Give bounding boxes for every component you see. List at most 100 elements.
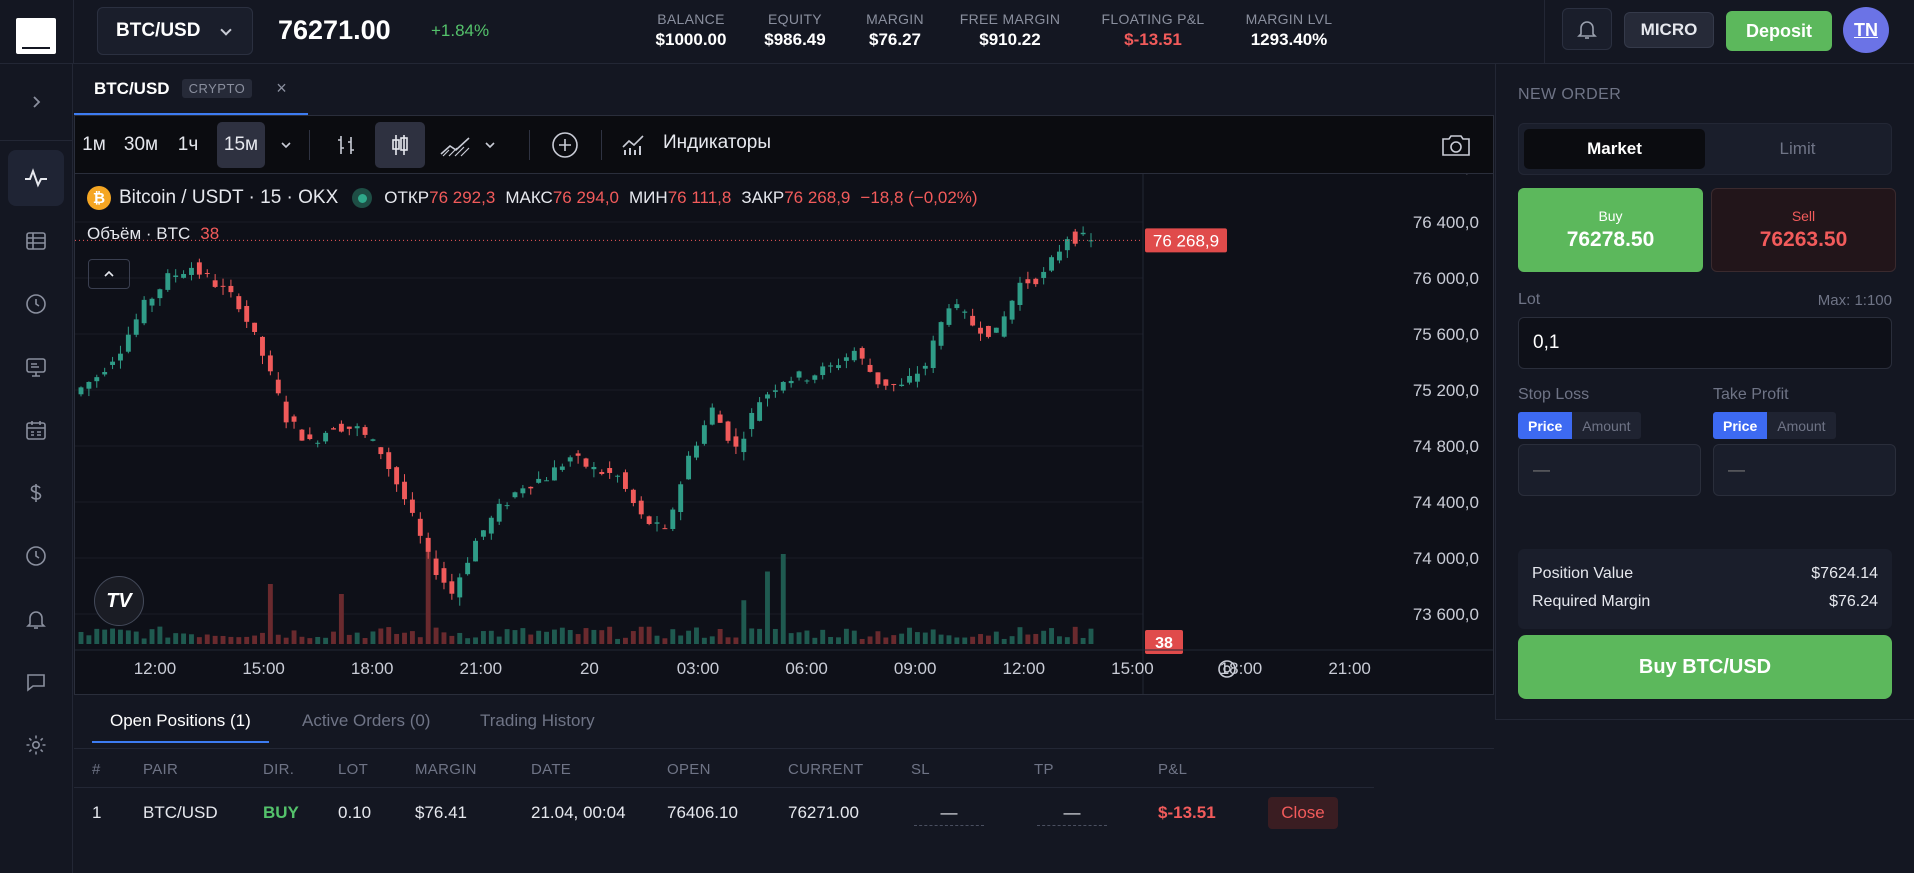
sidebar-expand-button[interactable] <box>8 74 64 130</box>
row-take-profit[interactable]: — <box>1037 803 1107 826</box>
divider <box>0 140 73 141</box>
close-position-button[interactable]: Close <box>1268 797 1338 829</box>
axis-settings-icon[interactable] <box>1218 660 1236 678</box>
limit-mode-button[interactable]: Limit <box>1779 139 1816 158</box>
close-tab-icon[interactable]: × <box>276 78 287 98</box>
volume-bar <box>1017 627 1023 644</box>
volume-bar <box>899 633 905 644</box>
stop-loss-input[interactable] <box>1518 444 1701 496</box>
price-chart[interactable]: 76 800,0 76 400,0 76 000,0 75 600,0 75 200,0… <box>75 174 1493 694</box>
candle-body <box>930 340 936 369</box>
logo[interactable] <box>16 18 56 54</box>
candle-body <box>504 505 510 507</box>
candle-body <box>559 466 565 470</box>
volume-bar <box>914 632 920 644</box>
take-profit-amount-option[interactable]: Amount <box>1777 417 1826 434</box>
volume-bar <box>528 634 534 644</box>
volume-bar <box>449 635 455 644</box>
timeframe-1m[interactable]: 1м <box>82 134 106 155</box>
volume-bar <box>102 629 108 644</box>
account-type-button[interactable]: MICRO <box>1624 12 1714 48</box>
volume-bar <box>260 632 265 644</box>
sidebar-item-clock[interactable] <box>8 276 64 332</box>
submit-order-button[interactable]: Buy BTC/USD <box>1518 635 1892 699</box>
sidebar-item-trading[interactable] <box>8 150 64 206</box>
stat-floating-pnl: FLOATING P&L $-13.51 <box>1093 11 1213 50</box>
volume-bar <box>212 635 218 644</box>
candle-body <box>86 381 92 389</box>
buy-side-button[interactable]: Buy 76278.50 <box>1518 188 1703 272</box>
stat-margin-level: MARGIN LVL 1293.40% <box>1234 11 1344 50</box>
volume-bar <box>970 636 976 644</box>
timeframe-1h[interactable]: 1ч <box>177 134 199 155</box>
candle-chart-type-button[interactable] <box>375 122 425 168</box>
pair-selector[interactable]: BTC/USD <box>97 7 253 55</box>
candle-body <box>291 416 297 422</box>
volume-bar <box>520 628 526 644</box>
sidebar-item-monitor[interactable] <box>8 339 64 395</box>
volume-bar <box>788 633 794 644</box>
candle-body <box>709 407 715 425</box>
divider <box>74 748 1494 749</box>
bar-chart-type-button[interactable] <box>323 122 369 168</box>
area-chart-type-button[interactable] <box>433 122 479 168</box>
candle-body <box>867 364 873 372</box>
tradingview-logo[interactable]: TV <box>94 576 144 626</box>
notifications-button[interactable] <box>1562 8 1612 50</box>
deposit-button[interactable]: Deposit <box>1726 11 1832 51</box>
take-profit-input[interactable] <box>1713 444 1896 496</box>
low-label: МИН <box>629 188 668 207</box>
tab-trading-history[interactable]: Trading History <box>480 711 595 730</box>
volume-bar <box>654 635 660 644</box>
volume-bar <box>678 635 684 644</box>
avatar[interactable]: TN <box>1843 7 1889 53</box>
candle-body <box>252 322 258 332</box>
sell-side-button[interactable]: Sell 76263.50 <box>1711 188 1896 272</box>
candle-body <box>670 509 676 529</box>
take-profit-price-option[interactable]: Price <box>1713 412 1768 439</box>
sidebar-item-history[interactable] <box>8 528 64 584</box>
volume-bar <box>291 630 297 644</box>
indicators-label[interactable]: Индикаторы <box>663 132 772 153</box>
candle-body <box>417 518 423 536</box>
sidebar-item-calendar[interactable] <box>8 402 64 458</box>
sidebar-item-settings[interactable] <box>8 717 64 773</box>
tab-open-positions[interactable]: Open Positions (1) <box>92 705 269 743</box>
chart-toolbar: 1м 30м 1ч 15м <box>75 116 1493 174</box>
timeframe-dropdown[interactable] <box>271 122 301 168</box>
candle-body <box>1049 257 1054 271</box>
candle-body <box>686 455 692 480</box>
candle-body <box>717 414 723 423</box>
chart-tab-btcusd[interactable]: BTC/USD CRYPTO × <box>74 64 308 115</box>
stop-loss-amount-option[interactable]: Amount <box>1582 417 1631 434</box>
volume-bar <box>331 631 336 644</box>
sidebar-item-table[interactable] <box>8 213 64 269</box>
sidebar-item-finance[interactable] <box>8 465 64 521</box>
sidebar-item-alerts[interactable] <box>8 591 64 647</box>
volume-bar <box>252 635 258 644</box>
candle-body <box>204 272 210 274</box>
screenshot-button[interactable] <box>1433 122 1479 168</box>
timeframe-30m[interactable]: 30м <box>123 134 159 155</box>
candle-body <box>1025 279 1031 284</box>
sidebar-item-chat[interactable] <box>8 654 64 710</box>
candle-body <box>331 428 336 430</box>
chart-type-dropdown[interactable] <box>475 122 505 168</box>
volume-bar <box>173 633 179 644</box>
y-tick-label: 75 600,0 <box>1413 325 1479 344</box>
indicators-button[interactable] <box>611 122 657 168</box>
market-mode-button[interactable]: Market <box>1524 129 1705 169</box>
x-tick-label: 09:00 <box>894 659 937 678</box>
stop-loss-price-option[interactable]: Price <box>1518 412 1573 439</box>
lot-input[interactable] <box>1518 317 1892 369</box>
tab-active-orders[interactable]: Active Orders (0) <box>302 711 431 730</box>
collapse-legend-button[interactable] <box>88 259 130 289</box>
candle-body <box>615 475 621 477</box>
timeframe-15m[interactable]: 15м <box>217 122 265 168</box>
volume-bar <box>220 635 226 644</box>
volume-bar <box>954 637 960 644</box>
candle-body <box>465 562 471 575</box>
volume-bar <box>638 626 644 644</box>
add-indicator-button[interactable] <box>542 122 588 168</box>
row-stop-loss[interactable]: — <box>914 803 984 826</box>
